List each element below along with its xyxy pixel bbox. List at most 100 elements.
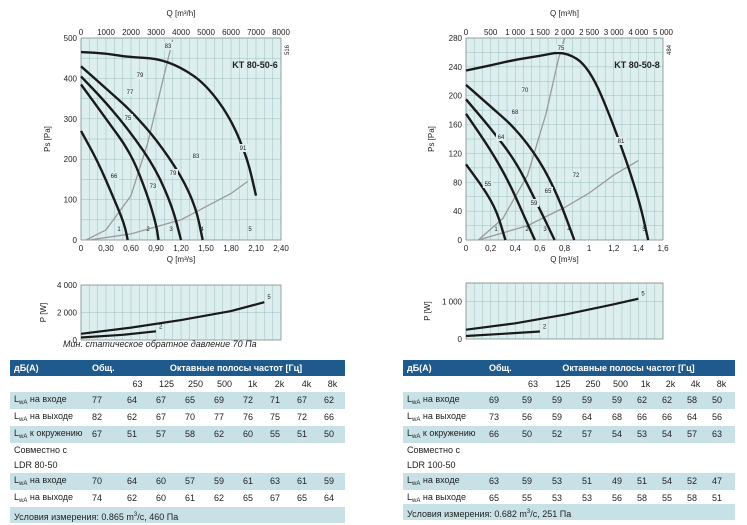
efficiency-label-bg [520, 86, 530, 94]
x-axis-label: Q [m³/s] [167, 255, 195, 264]
band-value: 66 [633, 409, 658, 426]
x-tick-label: 1,6 [657, 244, 669, 253]
band-header-row: 63 125 250 500 1k 2k 4k 8k [403, 376, 736, 392]
efficiency-label-bg [163, 42, 173, 50]
x-tick-label: 0,6 [534, 244, 546, 253]
noise-table-right: дБ(А) Общ. Октавные полосы частот [Гц] 6… [403, 360, 736, 507]
efficiency-label-bg [135, 71, 145, 79]
efficiency-label: 91 [240, 146, 247, 152]
level-subscript: wA [19, 417, 28, 423]
blank-cell [403, 376, 485, 392]
band-value: 61 [293, 473, 320, 490]
band-value: 65 [293, 490, 320, 507]
level-subscript: wA [412, 417, 421, 423]
row-label-text: на выходе [29, 492, 74, 502]
x-tick-label: 1,20 [173, 244, 189, 253]
band-value: 62 [210, 490, 239, 507]
band-value: 59 [548, 392, 578, 409]
band-value: 57 [578, 426, 608, 443]
fan-curve [80, 50, 258, 196]
y-tick-label: 300 [64, 115, 78, 124]
power-curve [465, 297, 639, 331]
band-value: 54 [608, 426, 633, 443]
col-total: Общ. [88, 360, 123, 376]
row-label: LwA на выходе [403, 490, 485, 507]
band-value: 57 [181, 473, 210, 490]
table-row: LwA на выходе 74 62 60 61 62 65 67 65 64 [10, 490, 346, 507]
col-dba: дБ(А) [403, 360, 485, 376]
band-value: 50 [518, 426, 548, 443]
band-value: 64 [683, 409, 708, 426]
band-label: 1k [633, 376, 658, 392]
together-row: Совместно с [403, 443, 736, 458]
fan-curve-label: 1 [494, 227, 498, 233]
band-label: 63 [123, 376, 152, 392]
band-value: 62 [123, 490, 152, 507]
row-label-text: к окружению [29, 428, 83, 438]
band-label: 4k [293, 376, 320, 392]
x-axis-label: Q [m³/s] [550, 255, 578, 264]
top-axis-label: Q [m³/h] [167, 9, 196, 18]
power-tick-label: 0 [458, 335, 463, 344]
band-value: 54 [658, 473, 683, 490]
y-tick-label: 240 [449, 63, 463, 72]
row-label-text: к окружению [422, 428, 476, 438]
band-value: 58 [633, 490, 658, 507]
efficiency-label: 73 [150, 184, 157, 190]
band-value: 67 [266, 490, 293, 507]
efficiency-label-bg [571, 171, 581, 179]
efficiency-label-bg [483, 180, 493, 188]
row-label-text: на входе [422, 475, 460, 485]
band-value: 61 [181, 490, 210, 507]
top-tick-label: 0 [464, 28, 469, 37]
band-value: 67 [152, 409, 181, 426]
level-symbol: L [14, 394, 20, 404]
col-octave-bands: Октавные полосы частот [Гц] [518, 360, 736, 376]
top-tick-label: 1 000 [505, 28, 526, 37]
y-tick-label: 280 [449, 34, 463, 43]
fan-curve-label: 3 [543, 227, 547, 233]
efficiency-label: 64 [498, 135, 505, 141]
y-tick-label: 0 [458, 236, 463, 245]
band-label: 250 [578, 376, 608, 392]
level-symbol: L [14, 428, 20, 438]
efficiency-label-bg [123, 114, 133, 122]
band-value: 64 [123, 392, 152, 409]
total-value: 74 [88, 490, 123, 507]
table-row: LwA на входе 69 59 59 59 59 62 62 58 50 [403, 392, 736, 409]
x-tick-label: 1,50 [198, 244, 214, 253]
power-curve-label: 5 [641, 292, 645, 298]
y-tick-label: 500 [64, 34, 78, 43]
row-label: LwA на выходе [403, 409, 485, 426]
x-tick-label: 0,30 [98, 244, 114, 253]
efficiency-label: 75 [558, 46, 565, 52]
level-subscript: wA [412, 498, 421, 504]
band-value: 53 [633, 426, 658, 443]
total-value: 73 [485, 409, 518, 426]
band-value: 60 [239, 426, 266, 443]
x-tick-label: 1,80 [223, 244, 239, 253]
blank-cell [10, 376, 88, 392]
total-value: 70 [88, 473, 123, 490]
band-value: 51 [708, 490, 736, 507]
total-value: 69 [485, 392, 518, 409]
efficiency-label: 79 [137, 73, 144, 79]
x-tick-label: 0,8 [559, 244, 571, 253]
row-label: LwA на входе [10, 392, 88, 409]
efficiency-label-bg [556, 44, 566, 52]
level-symbol: L [14, 475, 20, 485]
y-axis-label: Ps [Pa] [43, 126, 52, 152]
x-tick-label: 0 [79, 244, 84, 253]
x-tick-label: 2,40 [273, 244, 289, 253]
top-tick-label: 4000 [172, 28, 190, 37]
efficiency-label: 66 [111, 174, 118, 180]
band-label: 2k [266, 376, 293, 392]
min-backpressure-caption: Мин. статическое обратное давление 70 Па [63, 339, 257, 349]
efficiency-label: 70 [522, 88, 529, 94]
band-value: 76 [239, 409, 266, 426]
together-row: Совместно с [10, 443, 346, 458]
fan-curve [465, 163, 507, 241]
row-label-text: на входе [29, 394, 67, 404]
top-tick-label: 0 [79, 28, 84, 37]
